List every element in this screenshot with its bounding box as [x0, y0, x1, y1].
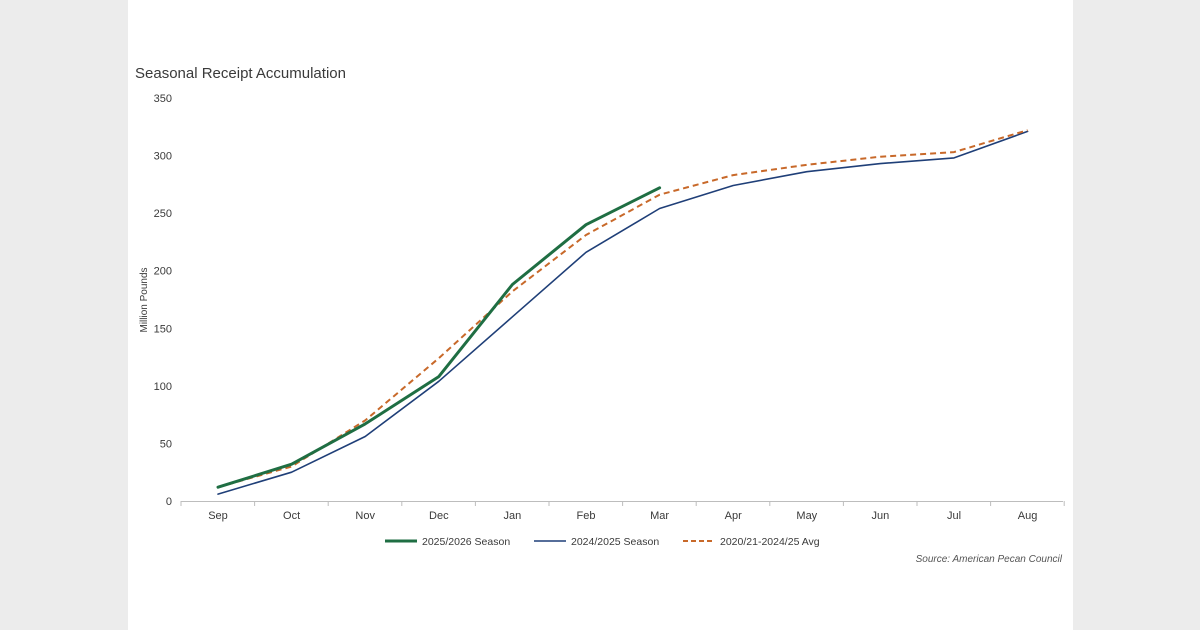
y-axis-label-group: Million Pounds: [139, 267, 150, 332]
x-tick-label-aug: Aug: [1018, 510, 1038, 522]
y-tick-label-100: 100: [154, 381, 172, 393]
x-tick-label-sep: Sep: [208, 510, 228, 522]
y-tick-label-300: 300: [154, 151, 172, 163]
legend-label-1: 2024/2025 Season: [571, 536, 659, 548]
y-tick-label-200: 200: [154, 266, 172, 278]
legend: 2025/2026 Season 2024/2025 Season 2020/21-…: [385, 536, 820, 548]
x-tick-label-jan: Jan: [504, 510, 522, 522]
x-tick-label-jun: Jun: [872, 510, 890, 522]
x-tick-label-feb: Feb: [577, 510, 596, 522]
series-line-1: [217, 130, 1029, 495]
legend-label-0: 2025/2026 Season: [422, 536, 510, 548]
y-tick-label-0: 0: [166, 496, 172, 508]
y-tick-label-250: 250: [154, 208, 172, 220]
x-tick-label-apr: Apr: [725, 510, 742, 522]
y-tick-label-150: 150: [154, 323, 172, 335]
x-tick-label-nov: Nov: [355, 510, 375, 522]
series-lines: [216, 129, 1029, 495]
y-ticks: 0 50 100 150 200 250 300 350: [154, 93, 172, 508]
chart-svg: Seasonal Receipt Accumulation Million Po…: [135, 65, 1065, 565]
y-axis-label: Million Pounds: [139, 267, 150, 332]
source-note: Source: American Pecan Council: [916, 554, 1063, 565]
chart-card: Seasonal Receipt Accumulation Million Po…: [128, 0, 1073, 630]
series-line-2: [217, 129, 1028, 489]
series-line-0: [216, 186, 662, 489]
x-tick-label-dec: Dec: [429, 510, 449, 522]
x-axis: Sep Oct Nov Dec Jan Feb Mar Apr May Jun Jul Aug: [180, 501, 1065, 522]
x-tick-label-mar: Mar: [650, 510, 669, 522]
x-tick-label-jul: Jul: [947, 510, 961, 522]
x-tick-label-oct: Oct: [283, 510, 300, 522]
legend-label-2: 2020/21-2024/25 Avg: [720, 536, 820, 548]
y-tick-label-350: 350: [154, 93, 172, 105]
y-tick-label-50: 50: [160, 438, 172, 450]
x-tick-label-may: May: [796, 510, 817, 522]
chart-title: Seasonal Receipt Accumulation: [135, 65, 346, 82]
